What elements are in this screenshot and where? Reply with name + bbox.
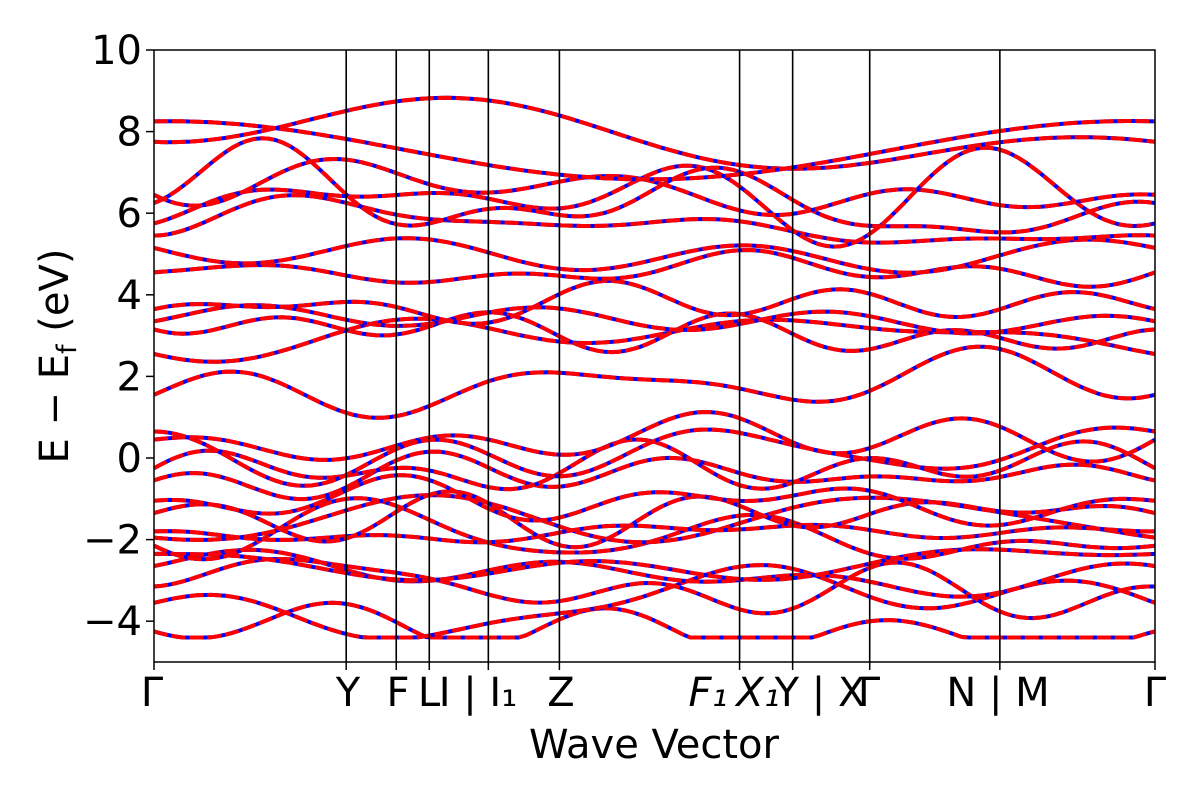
- band-line-red: [153, 156, 1156, 218]
- band-line-blue: [153, 278, 1156, 326]
- x-tick-label: Γ: [1144, 670, 1167, 716]
- y-tick-label: −4: [83, 599, 142, 645]
- y-axis-ticks: −4 −2 0 2 4 6 8 10: [83, 28, 154, 645]
- band-line-red: [153, 449, 1156, 502]
- x-tick-label: F₁: [688, 670, 727, 716]
- band-line-red: [153, 409, 1156, 464]
- band-line-red: [153, 344, 1156, 420]
- x-tick-label: Z: [547, 670, 574, 716]
- band-line-red: [153, 278, 1156, 326]
- band-line-red: [153, 437, 1156, 492]
- x-tick-label: N | M: [946, 670, 1049, 716]
- band-line-red: [153, 119, 1156, 182]
- y-tick-label: 10: [91, 28, 142, 74]
- band-line-red: [153, 145, 1156, 249]
- y-tick-label: 4: [117, 273, 142, 319]
- band-line-red: [153, 522, 1155, 545]
- x-tick-label: I | I₁: [439, 670, 518, 716]
- y-tick-label: −2: [83, 518, 142, 564]
- y-tick-label: 0: [117, 436, 142, 482]
- y-tick-label: 2: [117, 354, 142, 400]
- band-line-red: [153, 489, 1156, 550]
- band-line-blue: [153, 437, 1156, 492]
- band-line-blue: [153, 493, 1156, 545]
- x-tick-label: Y | X: [774, 670, 866, 716]
- plot-frame: [153, 49, 1156, 663]
- band-line-red: [153, 425, 1156, 488]
- x-tick-label: Γ: [141, 670, 164, 716]
- band-line-red: [153, 316, 1156, 364]
- band-line-red: [153, 493, 1156, 545]
- y-tick-label: 8: [117, 110, 142, 156]
- bands-group: [153, 95, 1156, 640]
- band-line-red: [153, 236, 1156, 275]
- y-axis-label-unit: (eV): [32, 249, 78, 345]
- y-axis-label-main: E − E: [32, 354, 78, 464]
- high-symmetry-lines: [345, 50, 1001, 662]
- band-line-red: [153, 563, 1156, 640]
- band-line-blue: [153, 193, 1156, 245]
- band-line-red: [153, 95, 1156, 171]
- band-line-red: [153, 473, 1156, 528]
- band-line-red: [153, 247, 1156, 289]
- band-line-red: [153, 600, 1156, 640]
- band-line-red: [154, 547, 1156, 583]
- band-line-red: [153, 303, 1156, 336]
- x-tick-label: Γ: [858, 670, 881, 716]
- x-axis-label: Wave Vector: [529, 722, 780, 768]
- y-tick-label: 6: [117, 191, 142, 237]
- band-line-red: [153, 547, 1156, 599]
- x-tick-label: L: [418, 670, 441, 716]
- band-line-blue: [153, 344, 1156, 420]
- x-tick-label: X₁: [734, 670, 779, 716]
- band-line-blue: [153, 409, 1156, 464]
- y-axis-label: E − Ef (eV): [32, 249, 83, 464]
- x-tick-label: F: [386, 670, 409, 716]
- y-axis-label-sub: f: [52, 343, 83, 354]
- band-line-red: [153, 136, 1156, 235]
- x-tick-label: Y: [335, 670, 361, 716]
- band-line-red: [153, 193, 1156, 245]
